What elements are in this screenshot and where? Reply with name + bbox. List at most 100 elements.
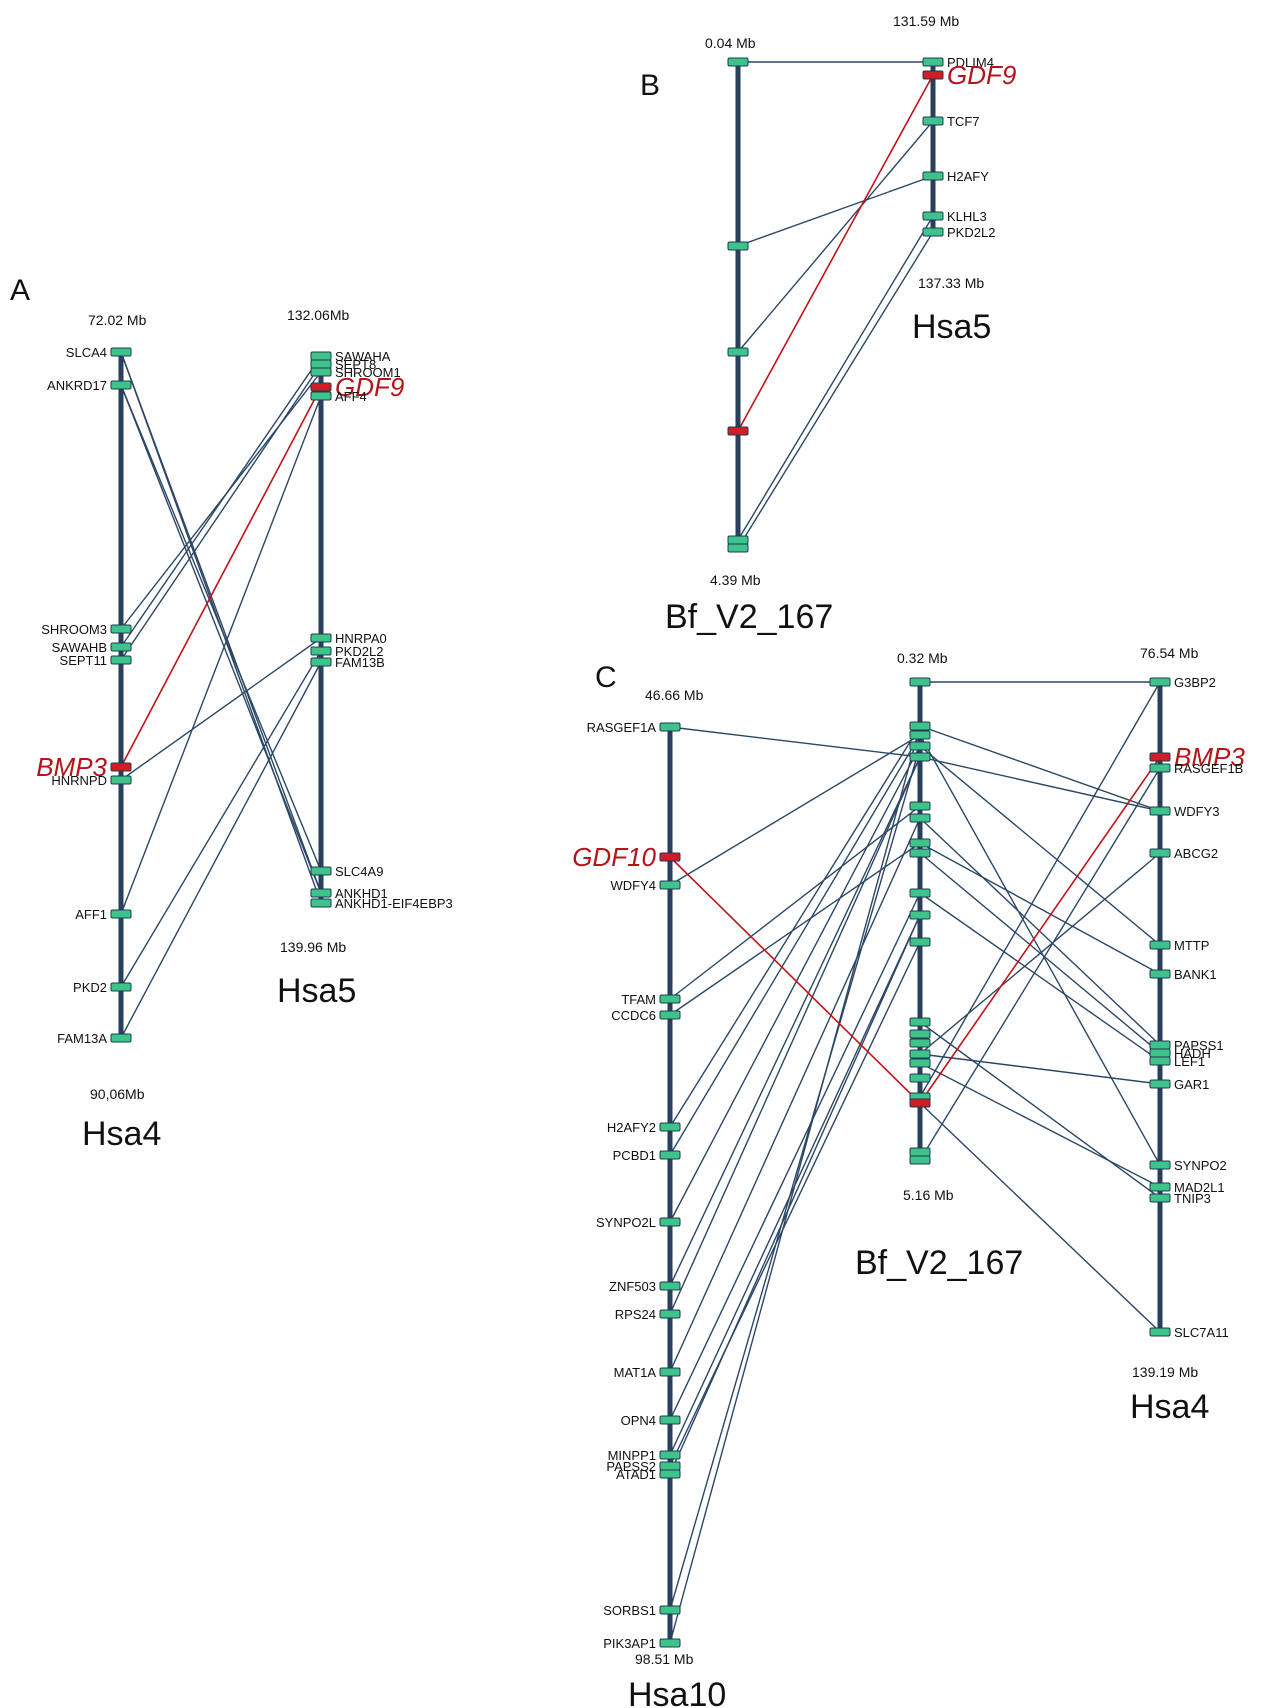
panel-letter-a: A [10, 274, 30, 307]
bf-b-name: Bf_V2_167 [665, 598, 833, 636]
gene-label-gdf9: GDF9 [335, 372, 404, 402]
gene-label-aff1: AFF1 [75, 907, 107, 922]
gene-marker-ankhd1 [310, 888, 332, 898]
bf-b-marker-5 [727, 543, 749, 553]
gene-label-mat1a: MAT1A [614, 1365, 657, 1380]
synteny-link [120, 363, 322, 661]
hsa5-b-top-mb: 131.59 Mb [893, 13, 959, 29]
bf-c-marker-12 [909, 1017, 931, 1027]
gene-marker-mat1a [659, 1367, 681, 1377]
synteny-link [669, 856, 921, 1104]
synteny-link [737, 215, 934, 541]
gene-marker-bank1 [1149, 969, 1171, 979]
panel-letter-b: B [640, 69, 660, 102]
gene-label-h2afy: H2AFY [947, 169, 989, 184]
gene-label-pkd2l2: PKD2L2 [947, 225, 995, 240]
gene-marker-shroom3 [110, 624, 132, 634]
gene-marker-aff1 [110, 909, 132, 919]
synteny-links [120, 61, 1161, 1644]
gene-label-bmp3: BMP3 [36, 752, 107, 782]
hsa10-c-name: Hsa10 [628, 1676, 726, 1708]
bf-b-bottom-mb: 4.39 Mb [710, 572, 761, 588]
synteny-link [120, 384, 322, 894]
gene-labels: SLCA4ANKRD17SHROOM3SAWAHBSEPT11BMP3HNRNP… [36, 55, 1245, 1651]
gene-marker-tcf7 [922, 116, 944, 126]
gene-marker-sept8 [310, 359, 332, 369]
gene-marker-atad1 [659, 1469, 681, 1479]
gene-marker-lef1 [1149, 1056, 1171, 1066]
gene-label-shroom1: SHROOM1 [335, 365, 401, 380]
gene-label-papss1: PAPSS1 [1174, 1038, 1224, 1053]
gene-marker-slca4 [110, 347, 132, 357]
synteny-link [669, 842, 921, 1016]
gene-label-atad1: ATAD1 [616, 1467, 656, 1482]
bf-c-marker-14 [909, 1038, 931, 1048]
hsa4-a-bottom-mb: 90,06Mb [90, 1086, 145, 1102]
hsa10-c-bottom-mb: 98.51 Mb [635, 1651, 694, 1667]
gene-marker-mad2l1 [1149, 1182, 1171, 1192]
synteny-link [669, 734, 921, 1156]
gene-marker-fam13a [110, 1033, 132, 1043]
gene-marker-slc7a11 [1149, 1327, 1171, 1337]
gene-marker-sept11 [110, 655, 132, 665]
gene-marker-fam13b [310, 657, 332, 667]
gene-label-minpp1: MINPP1 [608, 1448, 656, 1463]
bf-c-marker-0 [909, 677, 931, 687]
gene-marker-hadh [1149, 1048, 1171, 1058]
gene-markers [110, 57, 1171, 1648]
gene-label-pdlim4: PDLIM4 [947, 55, 994, 70]
synteny-link [120, 384, 322, 872]
gene-label-pcbd1: PCBD1 [613, 1148, 656, 1163]
gene-label-slca4: SLCA4 [66, 345, 107, 360]
gene-label-ankrd17: ANKRD17 [47, 378, 107, 393]
hsa5-a-bottom-mb: 139.96 Mb [280, 939, 346, 955]
synteny-link [120, 355, 322, 648]
bf-c-name: Bf_V2_167 [855, 1244, 1023, 1282]
gene-marker-h2afy2 [659, 1122, 681, 1132]
bf-c-marker-13 [909, 1029, 931, 1039]
bf-c-marker-8 [909, 848, 931, 858]
synteny-link [737, 120, 934, 353]
bf-c-bottom-mb: 5.16 Mb [903, 1187, 954, 1203]
gene-label-pik3ap1: PIK3AP1 [603, 1636, 656, 1651]
synteny-link [669, 725, 921, 1128]
gene-label-tnip3: TNIP3 [1174, 1191, 1211, 1206]
hsa4-a-name: Hsa4 [82, 1115, 161, 1153]
hsa5-a-name: Hsa5 [277, 972, 356, 1010]
gene-marker-papss1 [1149, 1040, 1171, 1050]
synteny-link [737, 74, 934, 432]
bf-c-marker-3 [909, 741, 931, 751]
gene-marker-papss2 [659, 1461, 681, 1471]
synteny-link [919, 1053, 1161, 1085]
gene-marker-opn4 [659, 1415, 681, 1425]
gene-label-tcf7: TCF7 [947, 114, 980, 129]
gene-marker-ankrd17 [110, 380, 132, 390]
gene-marker-tfam [659, 994, 681, 1004]
gene-marker-tnip3 [1149, 1193, 1171, 1203]
synteny-link [669, 725, 921, 1644]
gene-marker-sawaha [310, 351, 332, 361]
hsa5-b-bottom-mb: 137.33 Mb [918, 275, 984, 291]
gene-marker-rasgef1b [1149, 763, 1171, 773]
gene-label-synpo2: SYNPO2 [1174, 1158, 1227, 1173]
bf-c-marker-10 [909, 910, 931, 920]
gene-marker-hnrnpd [110, 775, 132, 785]
synteny-link [120, 395, 322, 915]
gene-label-tfam: TFAM [621, 992, 656, 1007]
gene-marker-mttp [1149, 940, 1171, 950]
synteny-link [669, 756, 921, 1315]
synteny-link [120, 637, 322, 781]
gene-label-sawaha: SAWAHA [335, 349, 391, 364]
gene-marker-sawahb [110, 642, 132, 652]
gene-marker-ankhd1-eif4ebp3 [310, 898, 332, 908]
gene-label-rasgef1b: RASGEF1B [1174, 761, 1243, 776]
gene-marker-rps24 [659, 1309, 681, 1319]
gene-marker-gdf9 [922, 70, 944, 80]
gene-label-h2afy2: H2AFY2 [607, 1120, 656, 1135]
gene-label-fam13b: FAM13B [335, 655, 385, 670]
gene-label-opn4: OPN4 [621, 1413, 656, 1428]
gene-label-hnrpa0: HNRPA0 [335, 631, 387, 646]
gene-label-ankhd1: ANKHD1 [335, 886, 388, 901]
synteny-link [919, 756, 1161, 1104]
gene-label-papss2: PAPSS2 [606, 1459, 656, 1474]
